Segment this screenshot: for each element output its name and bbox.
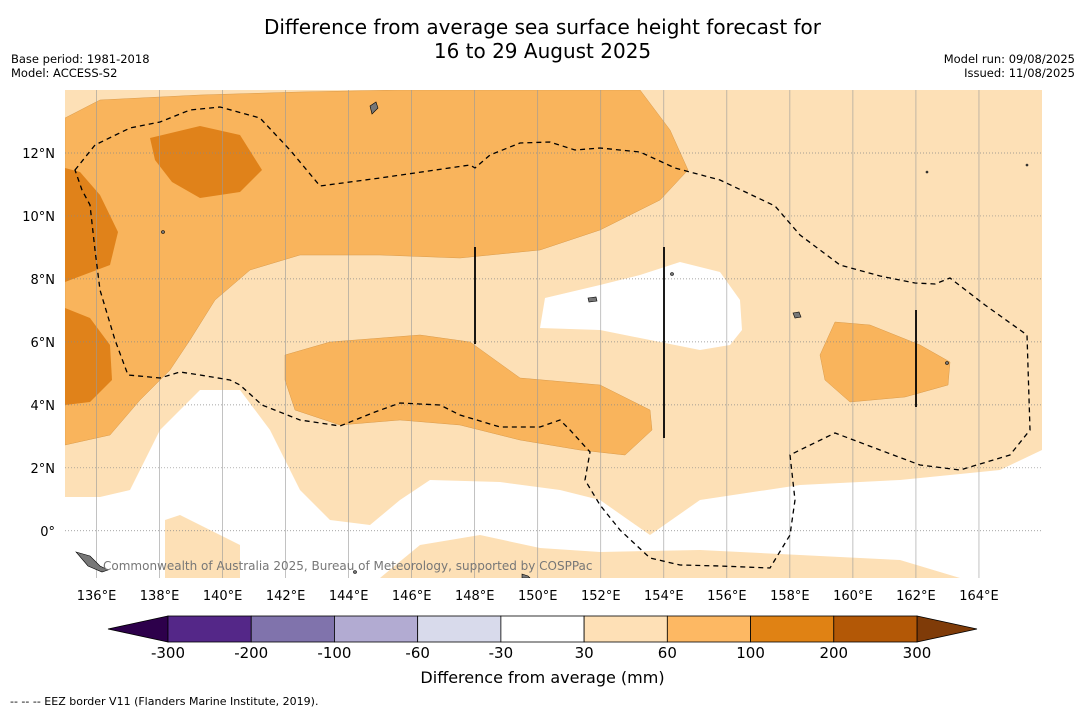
anomaly-100-200-north — [150, 126, 262, 198]
longitude-label: 140°E — [203, 589, 243, 604]
latitude-label: 10°N — [22, 210, 55, 225]
colorbar-tick-label: -60 — [405, 644, 430, 662]
longitude-tick-labels: 136°E 138°E 140°E 142°E 144°E 146°E 148°E 150°E… — [77, 589, 999, 604]
issued-text: Issued: 11/08/2025 — [964, 66, 1075, 80]
model-run-text: Model run: 09/08/2025 — [943, 52, 1075, 66]
anomaly-60-100-central — [284, 334, 653, 456]
islands — [75, 101, 1029, 578]
anomaly-30-60-south — [165, 515, 240, 578]
island-dot-5 — [1025, 163, 1029, 167]
island-guam-area — [369, 101, 379, 115]
island-dot-2 — [670, 272, 674, 276]
island-chuuk — [587, 296, 598, 303]
colorbar-segment — [500, 615, 585, 643]
latitude-label: 12°N — [22, 147, 55, 162]
anomaly-neutral-hole — [540, 262, 742, 350]
meta-right: Model run: 09/08/2025 Issued: 11/08/2025 — [944, 52, 1075, 80]
anomaly-100-200-west — [65, 168, 118, 282]
longitude-label: 154°E — [644, 589, 684, 604]
anomaly-60-100-east — [819, 321, 951, 403]
colorbar-title: Difference from average (mm) — [420, 668, 665, 687]
island-new-ireland — [75, 551, 109, 573]
longitude-label: 142°E — [266, 589, 306, 604]
map-title-line1: Difference from average sea surface heig… — [263, 15, 822, 39]
longitude-label: 138°E — [140, 589, 180, 604]
eez-footnote: -- -- -- EEZ border V11 (Flanders Marine… — [10, 695, 319, 708]
colorbar-segment — [750, 615, 835, 643]
longitude-label: 162°E — [896, 589, 936, 604]
colorbar-segment — [583, 615, 668, 643]
map-title-line2: 16 to 29 August 2025 — [433, 39, 652, 63]
latitude-label: 0° — [40, 525, 55, 540]
latitude-tick-labels: 0° 2°N 4°N 6°N 8°N 10°N 12°N — [22, 147, 55, 540]
colorbar-segment — [833, 615, 918, 643]
longitude-label: 156°E — [707, 589, 747, 604]
colorbar-extend-high — [916, 615, 978, 643]
latitude-label: 2°N — [31, 462, 56, 477]
map-attribution: Commonwealth of Australia 2025, Bureau o… — [103, 559, 593, 573]
longitude-label: 152°E — [581, 589, 621, 604]
longitude-label: 136°E — [77, 589, 117, 604]
island-dot-4 — [925, 170, 929, 174]
colorbar-tick-label: -200 — [234, 644, 268, 662]
longitude-label: 146°E — [392, 589, 432, 604]
anomaly-30-60-south-2 — [380, 535, 960, 578]
colorbar-tick-label: 60 — [658, 644, 677, 662]
colorbar-tick-label: -300 — [151, 644, 185, 662]
longitude-label: 158°E — [770, 589, 810, 604]
latitude-label: 4°N — [31, 399, 56, 414]
colorbar-tick-label: -30 — [489, 644, 514, 662]
eez-border — [74, 106, 1031, 569]
latitude-label: 8°N — [31, 273, 56, 288]
island-dot-3 — [945, 361, 949, 365]
colorbar-tick-label: 200 — [819, 644, 848, 662]
colorbar-segment — [250, 615, 335, 643]
longitude-label: 144°E — [329, 589, 369, 604]
colorbar-tick-label: 100 — [736, 644, 765, 662]
base-period-text: Base period: 1981-2018 — [11, 52, 150, 66]
island-pohnpei — [792, 311, 802, 319]
longitude-label: 160°E — [833, 589, 873, 604]
model-text: Model: ACCESS-S2 — [11, 66, 118, 80]
island-dot-6 — [353, 570, 357, 574]
island-dot-1 — [161, 230, 165, 234]
colorbar-tick-label: -100 — [317, 644, 351, 662]
colorbar-segment — [417, 615, 502, 643]
colorbar-tick-label: 30 — [575, 644, 594, 662]
map-area: Commonwealth of Australia 2025, Bureau o… — [65, 90, 1042, 578]
longitude-label: 164°E — [959, 589, 999, 604]
colorbar: -300 -200 -100 -60 -30 30 60 100 200 300 — [107, 615, 978, 662]
latitude-label: 6°N — [31, 336, 56, 351]
colorbar-segment — [167, 615, 252, 643]
colorbar-segment — [334, 615, 419, 643]
longitude-label: 148°E — [455, 589, 495, 604]
anomaly-100-200-southwest — [65, 308, 112, 405]
longitude-label: 150°E — [518, 589, 558, 604]
map-gridlines — [65, 90, 1042, 578]
colorbar-extend-low — [107, 615, 169, 643]
colorbar-tick-label: 300 — [903, 644, 932, 662]
island-bougainville — [521, 573, 531, 578]
colorbar-segment — [666, 615, 751, 643]
meta-left: Base period: 1981-2018 Model: ACCESS-S2 — [11, 52, 150, 80]
